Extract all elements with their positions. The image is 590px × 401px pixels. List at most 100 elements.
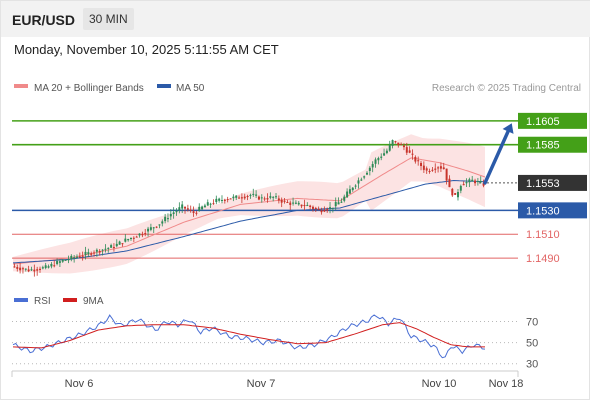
candle-body [164, 216, 167, 222]
resistance-tag [518, 136, 587, 153]
candle-body [343, 196, 346, 201]
candle-body [263, 198, 266, 200]
support-label: 1.1490 [526, 253, 560, 265]
candle-body [169, 213, 172, 217]
candle-body [306, 205, 309, 207]
candle-body [44, 265, 47, 269]
forecast-arrow-head [502, 123, 514, 134]
watermark: Research © 2025 Trading Central [432, 83, 581, 94]
candle-body [289, 202, 292, 205]
candle-body [456, 191, 459, 198]
candle-body [303, 204, 306, 207]
candle-body [147, 228, 150, 232]
candle-body [235, 195, 238, 198]
support-label: 1.1510 [526, 229, 560, 241]
ma50-legend-swatch [157, 84, 171, 88]
ma50-line [12, 179, 486, 264]
last-price-label: 1.1553 [526, 178, 560, 190]
candle-body [19, 267, 22, 271]
candle-body [39, 268, 42, 270]
candle-body [377, 158, 380, 161]
candle-body [326, 209, 329, 211]
candle-body [107, 247, 110, 249]
candle-body [13, 266, 16, 268]
candle-body [292, 202, 295, 204]
candle-body [61, 259, 64, 262]
candle-body [81, 255, 84, 257]
candle-body [67, 259, 70, 261]
candle-body [269, 196, 272, 198]
candle-body [286, 202, 289, 204]
candle-body [300, 204, 303, 207]
ma20-legend-label: MA 20 + Bollinger Bands [34, 83, 144, 94]
candle-body [41, 267, 44, 269]
candle-body [178, 207, 181, 211]
candle-body [144, 233, 147, 235]
candle-body [275, 196, 278, 198]
ma9-legend-label: 9MA [83, 296, 104, 307]
candle-body [280, 199, 283, 203]
candle-body [87, 252, 90, 255]
candle-body [90, 253, 93, 255]
candle-body [172, 212, 175, 214]
candle-body [50, 263, 53, 267]
candle-body [238, 197, 241, 199]
candle-body [357, 180, 360, 184]
candle-body [33, 269, 36, 272]
candle-body [110, 245, 113, 248]
candle-body [73, 257, 76, 259]
candle-body [226, 199, 229, 201]
ma20-legend-swatch [14, 84, 28, 88]
candle-body [394, 141, 397, 143]
candle-body [56, 261, 59, 265]
candle-body [135, 236, 138, 238]
candle-body [371, 164, 374, 168]
candle-body [203, 205, 206, 208]
candle-body [118, 241, 121, 245]
candle-body [166, 218, 169, 220]
candle-body [198, 206, 201, 211]
candle-body [124, 238, 127, 242]
candle-body [482, 183, 485, 186]
timeframe-badge[interactable]: 30 MIN [83, 8, 134, 30]
candle-body [283, 200, 286, 202]
candle-body [27, 269, 30, 272]
candle-body [320, 210, 323, 213]
candle-body [104, 248, 107, 250]
ma9-legend-swatch [63, 298, 77, 302]
candle-body [420, 162, 423, 167]
candle-body [186, 208, 189, 210]
candle-body [471, 179, 474, 182]
pair-title: EUR/USD [12, 12, 76, 28]
candle-body [380, 156, 383, 158]
candle-body [184, 206, 187, 209]
candle-body [411, 153, 414, 155]
candle-body [476, 181, 479, 183]
candle-body [212, 203, 215, 205]
candle-body [431, 169, 434, 171]
pivot-label: 1.1530 [526, 205, 560, 217]
x-tick-label: Nov 7 [247, 378, 276, 390]
candle-body [152, 227, 155, 229]
candle-body [323, 209, 326, 212]
candle-body [246, 196, 249, 198]
ma9-line [12, 322, 485, 349]
candle-body [155, 226, 158, 228]
candle-body [195, 212, 198, 214]
candle-body [363, 176, 366, 178]
candle-body [115, 243, 118, 247]
candle-body [192, 211, 195, 214]
candle-body [21, 268, 24, 270]
candle-body [397, 142, 400, 146]
forecast-arrow-shaft [483, 129, 510, 185]
candle-body [36, 269, 39, 271]
candle-body [448, 178, 451, 188]
candle-body [479, 180, 482, 183]
candle-body [252, 193, 255, 195]
candle-body [374, 159, 377, 164]
candle-body [340, 201, 343, 203]
oscillator-tick-label: 70 [526, 317, 538, 329]
candle-body [334, 202, 337, 207]
